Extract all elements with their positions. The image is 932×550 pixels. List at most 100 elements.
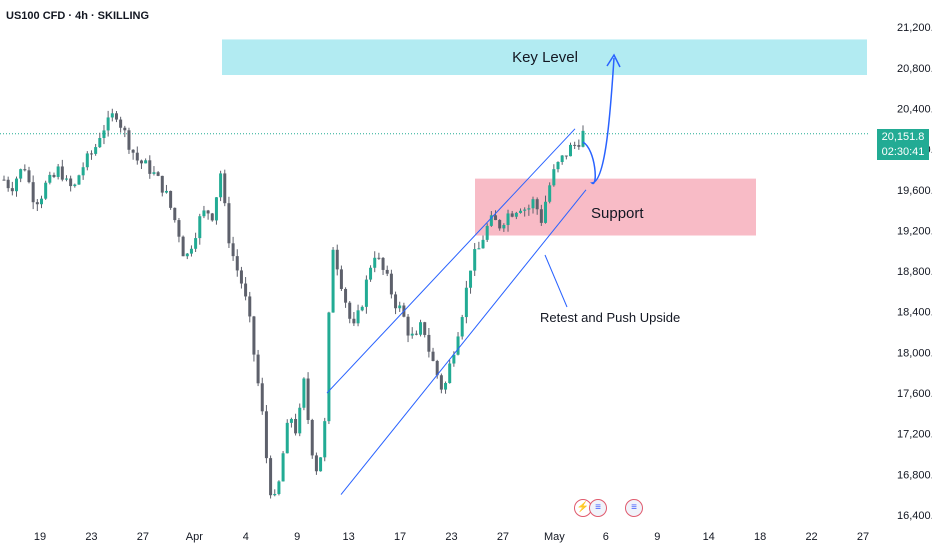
candle-body	[264, 411, 268, 459]
candle-body	[135, 152, 139, 161]
candle-body	[285, 422, 289, 454]
y-tick-label: 16,800.0	[897, 469, 932, 481]
candle-body	[444, 383, 448, 390]
y-tick-label: 19,200.0	[897, 225, 932, 237]
candle-body	[219, 173, 223, 198]
candle-body	[131, 149, 135, 153]
x-tick-label: 9	[294, 531, 300, 543]
candle-body	[419, 322, 423, 335]
y-tick-label: 18,000.0	[897, 347, 932, 359]
candle-body	[377, 257, 381, 259]
candle-body	[248, 296, 252, 317]
candle-body	[331, 249, 335, 313]
candle-body	[77, 175, 81, 185]
us-flag-icon[interactable]: ≡	[625, 499, 643, 517]
key-level-label: Key Level	[512, 49, 578, 66]
candle-body	[139, 160, 143, 164]
candle-body	[44, 182, 48, 199]
candle-body	[181, 236, 185, 257]
candle-body	[398, 305, 402, 309]
candle-body	[577, 145, 581, 147]
candle-body	[544, 201, 548, 223]
candle-body	[173, 207, 177, 221]
candle-body	[369, 267, 373, 280]
candle-body	[485, 225, 489, 240]
x-tick-label: 14	[703, 531, 715, 543]
channel-upper-line	[326, 128, 576, 394]
candle-body	[35, 202, 39, 205]
ticker-title: US100 CFD · 4h · SKILLING	[6, 10, 150, 22]
candle-body	[85, 153, 89, 168]
candle-body	[64, 178, 68, 180]
candle-body	[423, 322, 427, 335]
channel-lower-line	[340, 189, 587, 495]
candle-body	[244, 283, 248, 297]
key-level-zone	[222, 39, 867, 75]
candle-body	[327, 312, 331, 422]
candle-body	[156, 172, 160, 176]
y-tick-label: 21,200.0	[897, 22, 932, 34]
candle-body	[310, 419, 314, 456]
candle-body	[498, 220, 502, 229]
candle-body	[531, 199, 535, 209]
candle-body	[510, 213, 514, 217]
candle-body	[152, 172, 156, 174]
candle-body	[202, 210, 206, 217]
projection-arrow	[582, 57, 615, 184]
candle-body	[106, 117, 110, 131]
candle-body	[194, 238, 198, 249]
candle-body	[564, 155, 568, 157]
candle-body	[319, 457, 323, 472]
candle-body	[231, 243, 235, 257]
candle-body	[144, 160, 148, 164]
x-axis: 19 23 27 Apr 4 9 13 17 23 27 May 6 9 14 18 22 27	[34, 531, 869, 543]
candle-body	[431, 351, 435, 361]
retest-label: Retest and Push Upside	[540, 310, 680, 325]
candle-body	[569, 144, 573, 157]
candle-body	[298, 407, 302, 434]
x-tick-label: 27	[497, 531, 509, 543]
candle-body	[314, 455, 318, 472]
candle-body	[360, 306, 364, 311]
x-tick-label: 23	[445, 531, 457, 543]
candle-body	[435, 360, 439, 376]
us-flag-icon[interactable]: ≡	[589, 499, 607, 517]
candle-body	[289, 418, 293, 423]
candle-body	[335, 249, 339, 270]
candle-body	[260, 383, 264, 412]
candle-body	[19, 169, 23, 179]
candle-body	[89, 153, 93, 155]
candle-body	[185, 253, 189, 257]
candle-body	[427, 334, 431, 352]
x-tick-label: 9	[654, 531, 660, 543]
x-tick-label: May	[544, 531, 565, 543]
candle-body	[23, 169, 27, 171]
support-zone	[475, 178, 756, 236]
y-tick-label: 17,200.0	[897, 429, 932, 441]
candle-body	[489, 215, 493, 226]
projection-arrow-head	[606, 53, 621, 68]
candle-body	[39, 198, 43, 205]
candle-body	[306, 378, 310, 420]
candle-body	[519, 210, 523, 213]
candle-body	[494, 215, 498, 221]
candle-body	[102, 130, 106, 138]
candle-body	[123, 127, 127, 131]
x-tick-label: 4	[243, 531, 249, 543]
candle-body	[356, 310, 360, 324]
candle-body	[548, 185, 552, 202]
candle-body	[256, 354, 260, 384]
candle-body	[14, 178, 18, 192]
x-tick-label: 19	[34, 531, 46, 543]
x-tick-label: 27	[137, 531, 149, 543]
candle-body	[27, 170, 31, 183]
candle-body	[448, 363, 452, 384]
candle-body	[281, 453, 285, 482]
candle-body	[456, 336, 460, 355]
candle-body	[348, 302, 352, 319]
candle-body	[98, 137, 102, 148]
candle-body	[506, 213, 510, 226]
candle-body	[460, 317, 464, 337]
x-tick-label: 22	[805, 531, 817, 543]
